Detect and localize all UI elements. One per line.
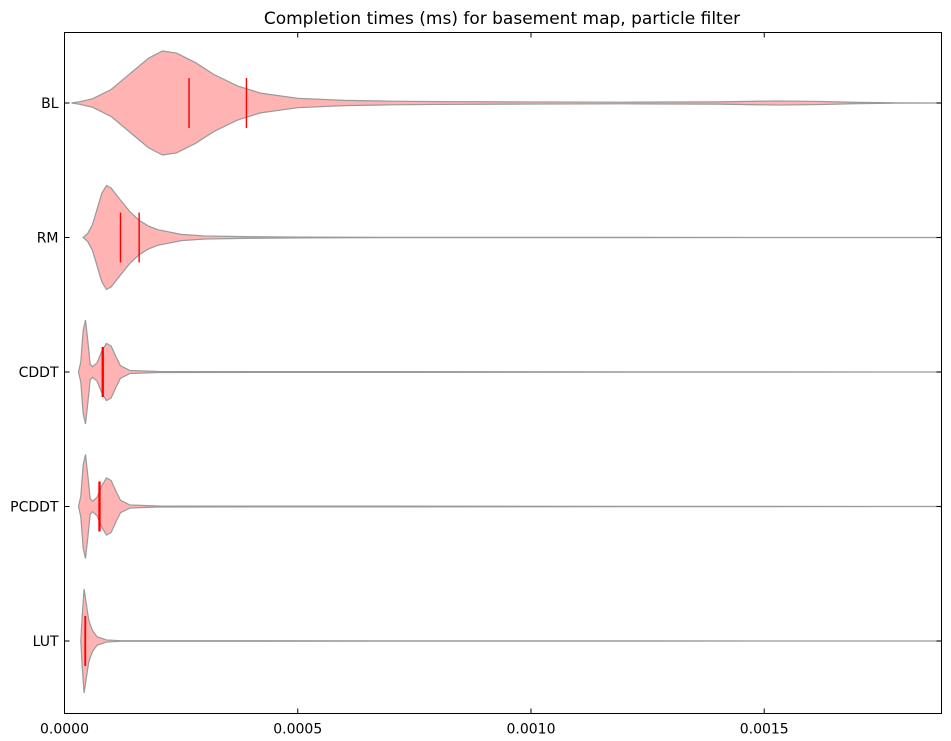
violins-group [71, 50, 942, 694]
y-tick-label-pcddt: PCDDT [10, 500, 59, 516]
x-tick-label-2: 0.0010 [506, 722, 555, 738]
x-tick-label-3: 0.0015 [740, 722, 789, 738]
violin-pcddt [77, 454, 942, 559]
violin-cddt [77, 319, 942, 425]
y-tick-label-rm: RM [37, 231, 59, 247]
y-tick-label-lut: LUT [33, 634, 59, 650]
y-axis: BL RM CDDT PCDDT LUT [10, 96, 942, 650]
violin-lut [80, 588, 942, 694]
x-axis: 0.0000 0.0005 0.0010 0.0015 [40, 32, 789, 738]
x-tick-label-0: 0.0000 [40, 722, 89, 738]
y-tick-label-cddt: CDDT [19, 365, 59, 381]
y-tick-label-bl: BL [41, 96, 59, 112]
violin-rm [82, 184, 942, 291]
plot-frame [64, 32, 942, 714]
chart-title: Completion times (ms) for basement map, … [264, 9, 740, 29]
x-tick-label-1: 0.0005 [273, 722, 322, 738]
violin-bl [71, 50, 942, 156]
